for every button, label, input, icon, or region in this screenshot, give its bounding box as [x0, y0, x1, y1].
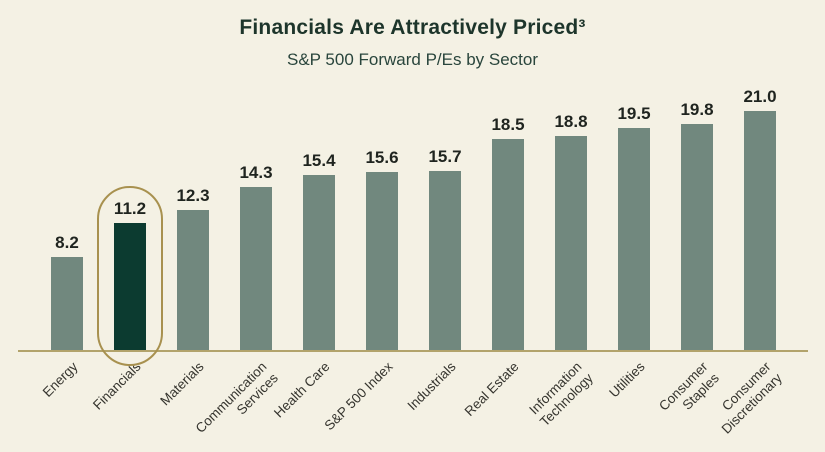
bar-s-p-500-index	[366, 172, 398, 351]
value-label-information-technology: 18.8	[554, 111, 588, 131]
value-label-communication-services: 14.3	[239, 163, 273, 183]
value-label-real-estate: 18.5	[491, 115, 525, 135]
value-label-health-care: 15.4	[302, 150, 336, 170]
highlight-oval	[97, 186, 163, 366]
value-label-energy: 8.2	[55, 233, 79, 253]
bar-health-care	[303, 174, 335, 351]
bar-financials	[114, 222, 146, 351]
x-axis-line	[18, 350, 808, 352]
value-label-consumer-discretionary: 21.0	[743, 86, 777, 106]
value-label-industrials: 15.7	[428, 147, 462, 167]
bar-industrials	[429, 171, 461, 351]
bar-consumer-staples	[681, 124, 713, 351]
value-label-materials: 12.3	[176, 186, 210, 206]
value-label-utilities: 19.5	[617, 103, 651, 123]
bar-energy	[51, 257, 83, 351]
value-label-s-p-500-index: 15.6	[365, 148, 399, 168]
bar-communication-services	[240, 187, 272, 351]
chart-subtitle: S&P 500 Forward P/Es by Sector	[286, 50, 539, 69]
bar-real-estate	[492, 139, 524, 351]
value-label-consumer-staples: 19.8	[680, 100, 714, 120]
bar-materials	[177, 210, 209, 351]
chart-title: Financials Are Attractively Priced³	[239, 16, 586, 39]
bar-information-technology	[555, 135, 587, 351]
bar-utilities	[618, 127, 650, 351]
bar-consumer-discretionary	[744, 110, 776, 351]
